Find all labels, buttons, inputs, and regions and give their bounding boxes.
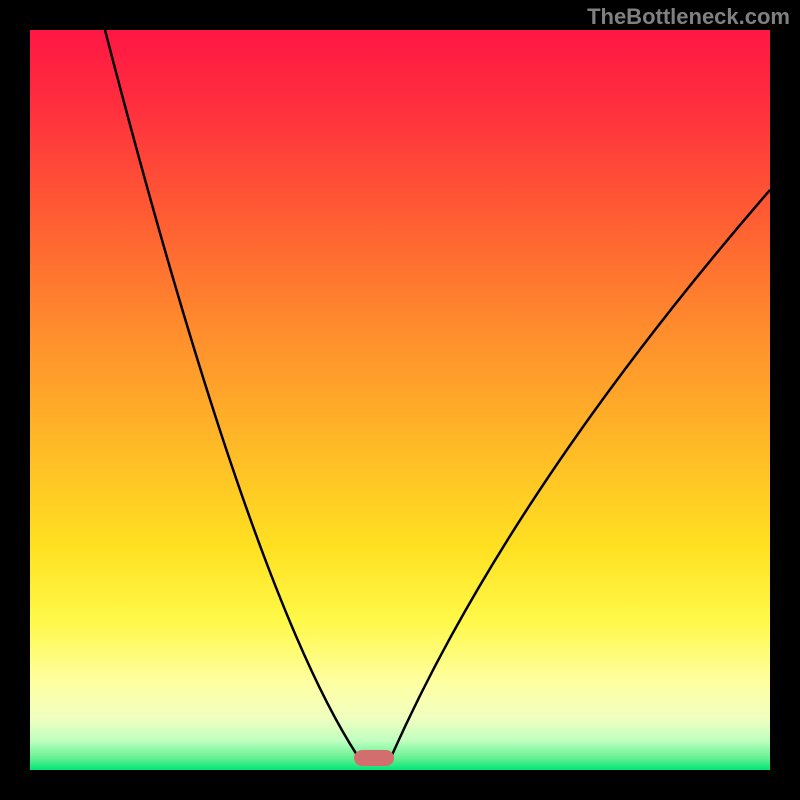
chart-plot-area [30, 30, 770, 770]
watermark-text: TheBottleneck.com [587, 4, 790, 30]
curve-right-branch [392, 190, 770, 755]
curve-left-branch [105, 30, 357, 755]
bottleneck-curve [30, 30, 770, 770]
optimal-marker [354, 750, 394, 766]
